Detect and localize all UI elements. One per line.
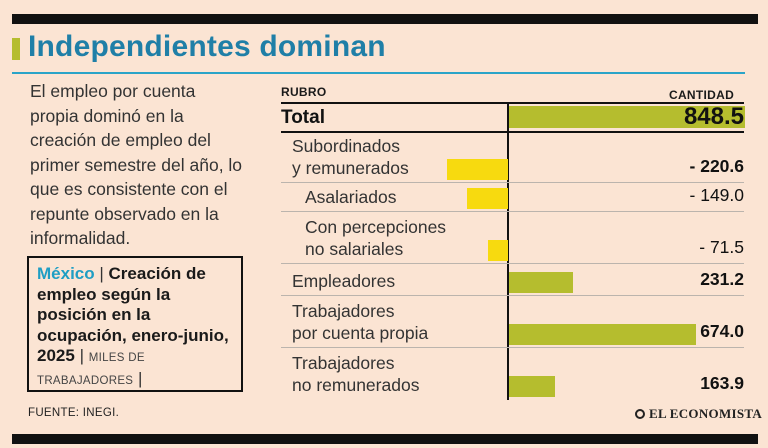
intro-text: El empleo por cuenta propia dominó en la… — [30, 81, 243, 248]
box-heading: Creación de empleo según la posición en … — [37, 264, 229, 365]
header-rule — [281, 102, 744, 104]
logo-mark-icon — [635, 409, 645, 419]
category-label: Trabajadores por cuenta propia — [292, 301, 429, 343]
page-title: Independientes dominan — [28, 30, 386, 63]
source-note: FUENTE: INEGI. — [28, 407, 120, 419]
box-separator-end: | — [138, 368, 143, 388]
value-label: 231.2 — [700, 269, 744, 289]
value-label: - 220.6 — [689, 156, 744, 176]
bar — [509, 324, 697, 345]
bar — [509, 106, 745, 128]
title-rule — [12, 72, 745, 74]
value-label: - 149.0 — [689, 185, 744, 205]
category-label: Asalariados — [305, 187, 397, 207]
row-separator — [281, 263, 744, 264]
category-label: Empleadores — [292, 271, 396, 291]
category-label: Subordinados y remunerados — [292, 136, 409, 178]
bar — [466, 188, 508, 209]
box-separator-2: | — [79, 346, 84, 365]
chart-info-box: México | Creación de empleo según la pos… — [27, 256, 243, 392]
bar — [446, 159, 508, 180]
bar — [509, 272, 574, 293]
bar — [488, 240, 508, 261]
box-separator: | — [99, 264, 104, 283]
row-separator — [281, 295, 744, 296]
top-bar — [12, 14, 758, 24]
row-separator — [281, 347, 744, 348]
row-separator — [281, 211, 744, 212]
bottom-bar — [12, 434, 758, 444]
bar — [509, 376, 555, 397]
header-category: RUBRO — [281, 85, 327, 99]
title-marker — [12, 38, 20, 60]
category-label: Con percepciones no salariales — [305, 217, 447, 259]
box-units: MILES DE TRABAJADORES — [37, 352, 145, 387]
value-label: 674.0 — [700, 321, 744, 341]
category-label: Total — [281, 107, 325, 128]
box-country: México — [37, 264, 95, 283]
row-separator — [281, 182, 744, 183]
value-label: 163.9 — [700, 373, 744, 393]
logo-text: EL ECONOMISTA — [649, 406, 763, 421]
zero-axis — [507, 103, 509, 400]
value-label: - 71.5 — [699, 237, 744, 257]
brand-logo: EL ECONOMISTA — [635, 406, 762, 422]
value-label: 848.5 — [683, 103, 744, 130]
header-value: CANTIDAD — [669, 88, 735, 102]
category-label: Trabajadores no remunerados — [292, 353, 420, 395]
total-rule — [281, 131, 744, 133]
